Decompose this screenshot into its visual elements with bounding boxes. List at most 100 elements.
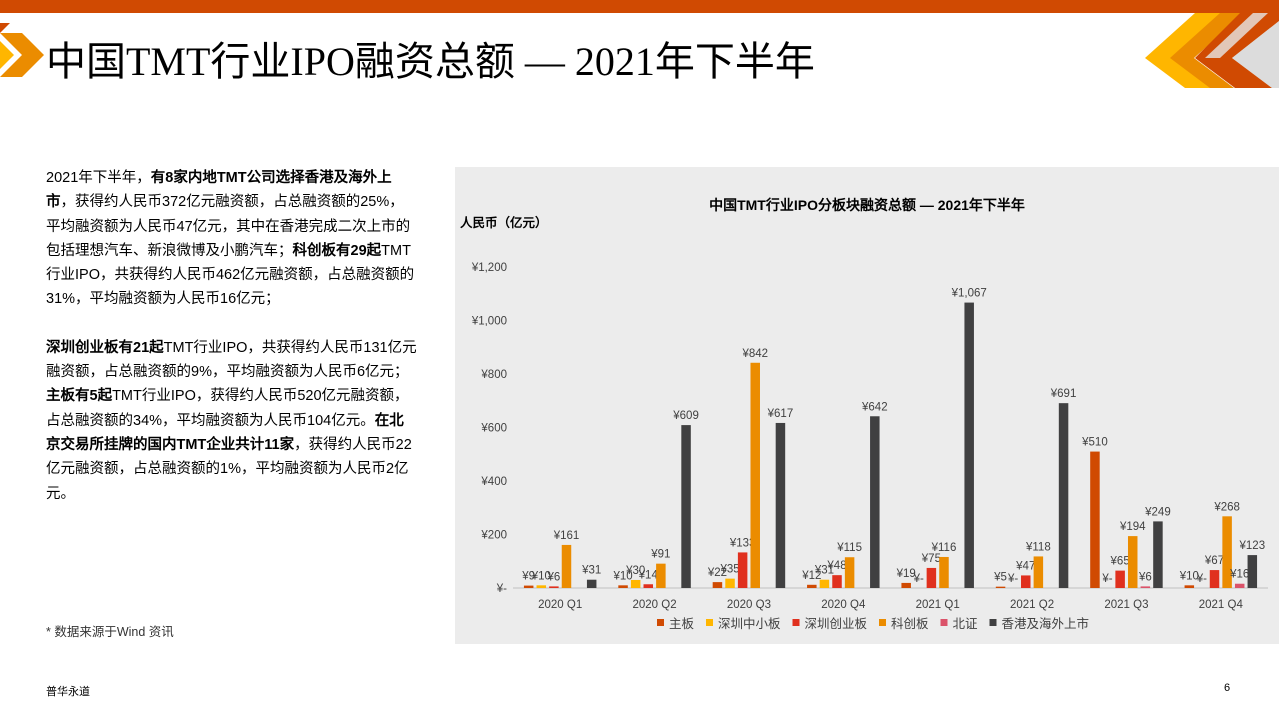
y-tick-label: ¥800 (480, 369, 507, 381)
bar-4-5 (939, 556, 949, 588)
chart-title: 中国TMT行业IPO分板块融资总额 — 2021年下半年 (709, 197, 1025, 213)
bar-2-1 (536, 585, 547, 588)
data-label: ¥- (1196, 573, 1207, 585)
y-tick-label: ¥1,000 (471, 316, 507, 328)
bar-4-8 (1222, 516, 1232, 588)
text-run: TMT行业IPO，共获得约人民币462亿元融资额，占总融资额的31%，平均融资额… (46, 242, 415, 308)
data-label: ¥116 (931, 542, 957, 554)
body-paragraph-2: 深圳创业板有21起TMT行业IPO，共获得约人民币131亿元融资额，占总融资额的… (46, 336, 418, 506)
bold-text-run: 有8家内地TMT公司选择香港及海外上市 (46, 170, 392, 211)
x-tick-label: 2020 Q1 (538, 599, 582, 611)
legend-swatch (657, 619, 664, 626)
x-tick-label: 2021 Q1 (916, 599, 960, 611)
data-label: ¥268 (1213, 501, 1240, 513)
bar-1-3 (712, 582, 723, 588)
bar-4-7 (1127, 536, 1138, 588)
bar-6-1 (586, 579, 597, 588)
data-label: ¥67 (1204, 555, 1224, 567)
data-label: ¥19 (896, 568, 916, 580)
bar-1-5 (901, 582, 911, 588)
legend-label: 深圳创业板 (805, 617, 868, 631)
left-chevron-decoration (0, 23, 44, 77)
data-label: ¥6 (1138, 571, 1152, 583)
legend-swatch (989, 619, 997, 626)
page-title: 中国TMT行业IPO融资总额 — 2021年下半年 (46, 39, 815, 84)
data-label: ¥642 (861, 401, 888, 413)
y-tick-label: ¥400 (480, 476, 507, 488)
bar-3-4 (832, 575, 842, 588)
data-label: ¥47 (1015, 560, 1035, 572)
data-label: ¥- (913, 573, 924, 585)
text-run: TMT行业IPO，获得约人民币520亿元融资额，占总融资额的34%，平均融资额为… (46, 388, 409, 429)
top-accent-bar (0, 0, 1279, 13)
bar-5-8 (1234, 583, 1245, 588)
y-axis-title: 人民币（亿元） (460, 215, 548, 230)
text-run: 2021年下半年， (46, 170, 151, 186)
data-label: ¥249 (1144, 506, 1171, 518)
bar-5-7 (1140, 586, 1151, 588)
bar-6-4 (870, 416, 880, 588)
data-label: ¥75 (921, 553, 941, 565)
legend-label: 科创板 (891, 617, 929, 631)
bar-chart: 中国TMT行业IPO分板块融资总额 — 2021年下半年 人民币（亿元） ¥-¥… (460, 197, 1268, 631)
bar-6-5 (964, 302, 974, 588)
bar-1-6 (995, 586, 1006, 588)
data-label: ¥31 (814, 565, 834, 577)
right-chevron-decoration (1145, 13, 1279, 88)
y-tick-label: ¥600 (480, 423, 507, 435)
data-label: ¥5 (993, 572, 1007, 584)
source-note: * 数据来源于Wind 资讯 (46, 625, 174, 639)
footer-brand: 普华永道 (46, 686, 90, 698)
data-label: ¥10 (531, 570, 551, 582)
text-run: ，获得约人民币372亿元融资额，占总融资额的25%，平均融资额为人民币47亿元，… (46, 194, 411, 259)
x-tick-label: 2020 Q2 (633, 599, 677, 611)
data-label: ¥91 (650, 549, 670, 561)
legend-label: 北证 (953, 617, 979, 631)
data-label: ¥10 (612, 570, 632, 582)
body-text: 2021年下半年，有8家内地TMT公司选择香港及海外上市，获得约人民币372亿元… (46, 166, 418, 506)
x-tick-label: 2021 Q3 (1104, 599, 1148, 611)
legend-label: 香港及海外上市 (1002, 616, 1090, 631)
data-label: ¥691 (1050, 388, 1077, 400)
data-label: ¥118 (1025, 541, 1051, 553)
legend-swatch (879, 619, 886, 626)
bar-3-3 (737, 552, 748, 588)
data-label: ¥22 (707, 567, 727, 579)
data-label: ¥609 (672, 410, 699, 422)
data-label: ¥31 (581, 565, 601, 577)
bar-4-1 (561, 544, 572, 588)
data-label: ¥65 (1110, 556, 1130, 568)
bar-3-7 (1115, 570, 1125, 588)
data-label: ¥16 (1229, 569, 1249, 581)
data-label: ¥115 (836, 542, 862, 554)
data-label: ¥842 (741, 348, 768, 360)
page-number: 6 (1224, 682, 1231, 694)
x-tick-label: 2020 Q4 (821, 599, 866, 611)
bar-6-7 (1153, 521, 1163, 588)
bar-3-1 (549, 586, 559, 588)
data-label: ¥161 (553, 530, 580, 542)
bar-4-2 (656, 563, 666, 588)
x-tick-label: 2020 Q3 (727, 599, 771, 611)
data-label: ¥- (1007, 573, 1018, 585)
bar-1-2 (618, 585, 628, 588)
data-label: ¥6 (546, 571, 560, 583)
data-label: ¥12 (801, 570, 821, 582)
data-label: ¥123 (1239, 540, 1266, 552)
bar-4-3 (750, 362, 760, 588)
bold-text-run: 科创板有29起 (292, 242, 382, 259)
bar-1-7 (1090, 451, 1100, 588)
bar-6-8 (1247, 555, 1258, 588)
chart-panel: 中国TMT行业IPO分板块融资总额 — 2021年下半年 人民币（亿元） ¥- ¥… (455, 167, 1279, 644)
bar-3-2 (643, 584, 654, 588)
data-label: ¥- (1101, 573, 1112, 585)
y-tick-label: ¥- (496, 583, 507, 595)
data-label: ¥510 (1081, 437, 1108, 449)
bar-4-4 (844, 557, 855, 588)
bar-4-6 (1033, 556, 1044, 588)
bar-1-8 (1184, 585, 1195, 588)
y-tick-label: ¥1,200 (471, 262, 507, 274)
bar-2-3 (725, 578, 735, 588)
bar-2-4 (819, 579, 830, 588)
bar-6-3 (775, 422, 786, 588)
